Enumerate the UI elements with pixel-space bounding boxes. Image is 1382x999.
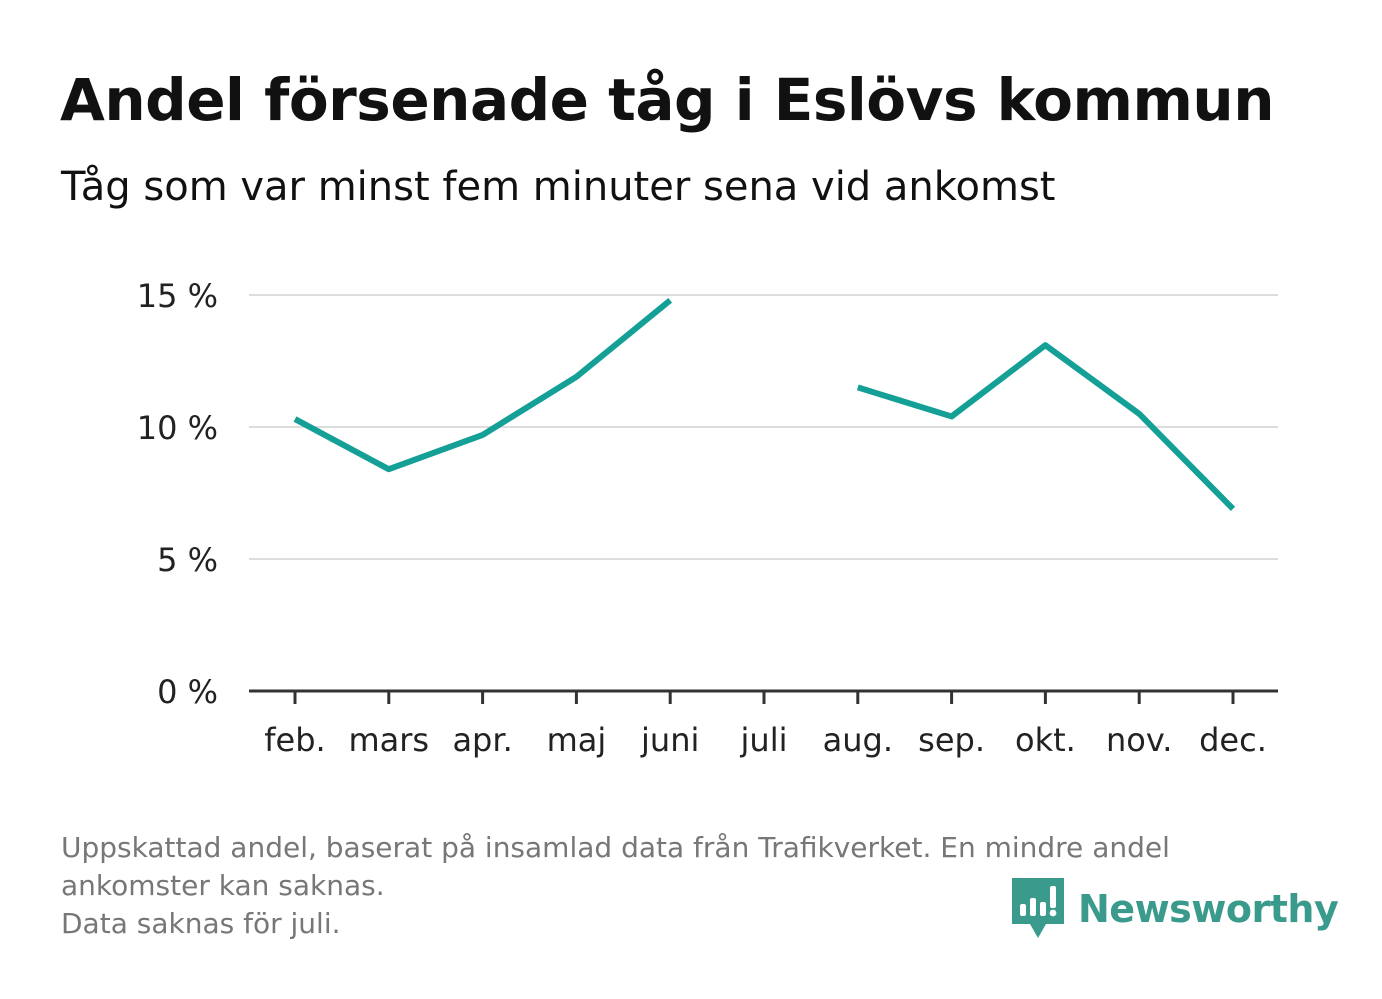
y-tick-label: 15 %	[137, 277, 218, 315]
y-tick-label: 5 %	[157, 541, 218, 579]
y-tick-label: 10 %	[137, 409, 218, 447]
brand-logo: Newsworthy	[1012, 877, 1339, 941]
chart-subtitle: Tåg som var minst fem minuter sena vid a…	[61, 164, 1056, 210]
x-tick-label: dec.	[1199, 721, 1267, 759]
footnote-line-2: ankomster kan saknas.	[61, 869, 385, 902]
x-tick-label: okt.	[1015, 721, 1076, 759]
data-point	[386, 466, 392, 472]
x-tick-label: sep.	[918, 721, 985, 759]
data-point	[573, 374, 579, 380]
series-line-segment	[856, 342, 1236, 511]
data-point	[1230, 506, 1236, 512]
bar-chart-speech-bubble-icon	[1012, 878, 1064, 938]
brand-name: Newsworthy	[1078, 887, 1339, 931]
x-tick-label: juli	[740, 721, 788, 759]
x-tick-label: feb.	[264, 721, 325, 759]
y-tick-label: 0 %	[157, 673, 218, 711]
x-tick-label: nov.	[1106, 721, 1172, 759]
footnote-line-3: Data saknas för juli.	[61, 907, 341, 940]
x-tick-label: aug.	[823, 721, 893, 759]
footnote-line-1: Uppskattad andel, baserat på insamlad da…	[61, 831, 1170, 864]
chart-title: Andel försenade tåg i Eslövs kommun	[60, 66, 1274, 134]
data-point	[949, 413, 955, 419]
x-tick-label: apr.	[452, 721, 512, 759]
data-point	[1136, 411, 1142, 417]
x-tick-label: maj	[547, 721, 607, 759]
x-tick-label: mars	[348, 721, 429, 759]
data-point	[1042, 342, 1048, 348]
data-point	[667, 297, 673, 303]
data-point	[292, 416, 298, 422]
footnote: Uppskattad andel, baserat på insamlad da…	[61, 829, 1311, 943]
data-point	[480, 432, 486, 438]
line-chart: 0 % 5 % 10 % 15 % feb. mars apr. maj juni juli aug…	[137, 277, 1278, 759]
data-point	[855, 384, 861, 390]
series-line-segment	[293, 297, 673, 473]
x-tick-label: juni	[640, 721, 699, 759]
